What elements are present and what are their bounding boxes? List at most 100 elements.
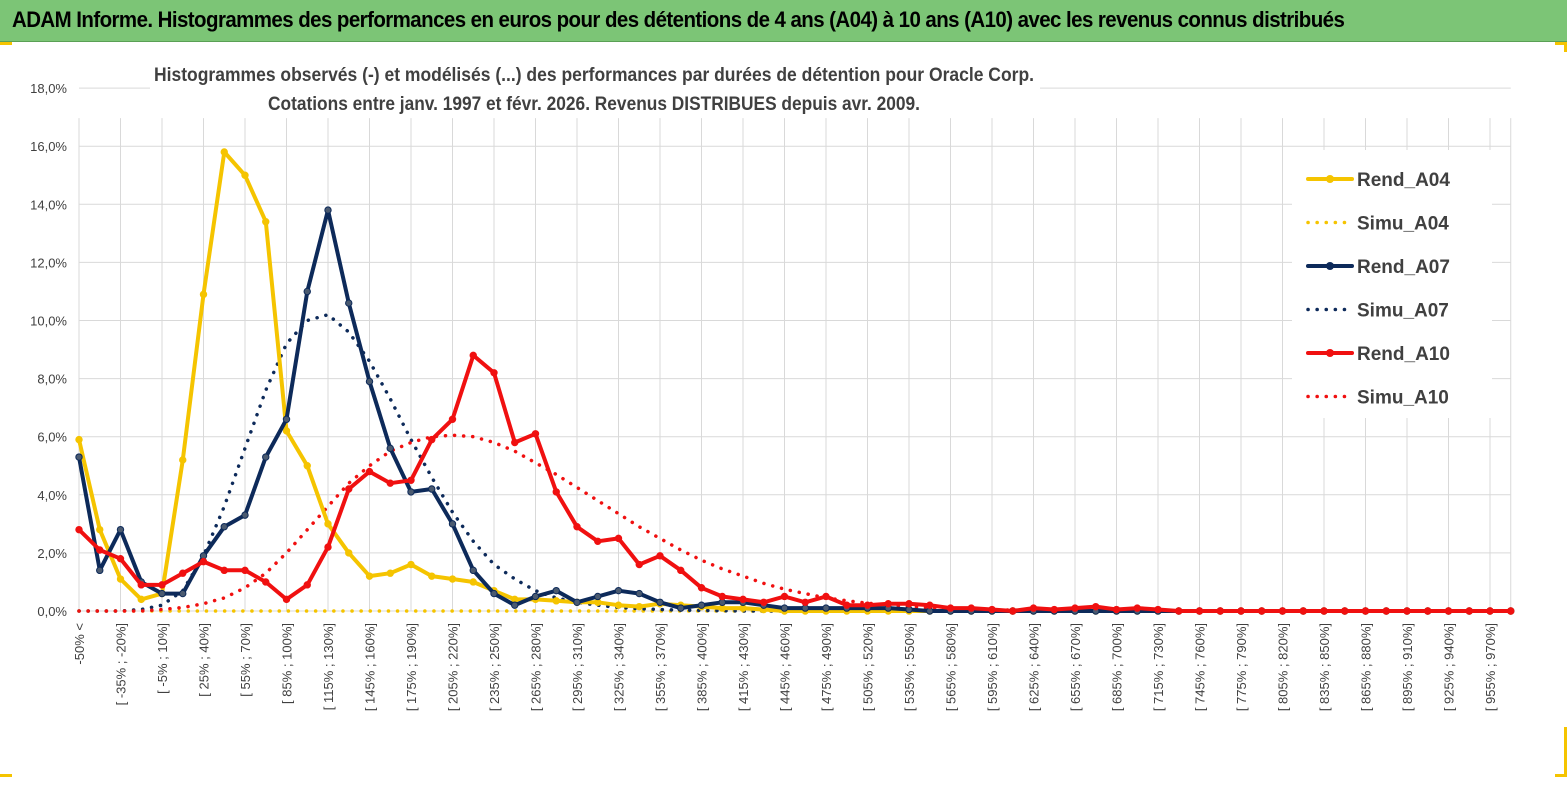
data-point-rend_a10 — [1154, 605, 1162, 614]
data-point-rend_a10 — [905, 600, 913, 608]
y-tick-label: 6,0% — [37, 430, 67, 445]
y-tick-label: 4,0% — [37, 488, 67, 503]
data-point-rend_a07 — [407, 488, 415, 496]
data-point-rend_a10 — [760, 598, 768, 606]
data-point-rend_a07 — [573, 598, 581, 606]
data-point-rend_a07 — [490, 589, 498, 598]
data-point-rend_a10 — [946, 604, 955, 612]
histogram-chart: 0,0% 2,0% 4,0% 6,0% 8,0% 10,0% 12,0% 14,0% 16,0%… — [30, 60, 1515, 711]
data-point-rend_a10 — [241, 566, 249, 575]
data-point-rend_a04 — [614, 601, 623, 609]
x-tick-label: [ 445% ; 460%] — [778, 623, 793, 711]
x-tick-label: [ 715% ; 730%] — [1151, 623, 1166, 711]
data-point-rend_a10 — [179, 569, 187, 577]
corner-accent-bottom-left — [0, 774, 12, 777]
data-point-rend_a10 — [1465, 607, 1473, 615]
data-point-rend_a10 — [1361, 607, 1370, 615]
data-point-rend_a07 — [635, 589, 643, 598]
y-tick-label: 18,0% — [30, 81, 67, 96]
data-point-rend_a07 — [511, 601, 519, 609]
data-point-rend_a10 — [1092, 602, 1100, 611]
data-point-rend_a07 — [324, 206, 332, 214]
data-point-rend_a10 — [490, 369, 498, 377]
data-point-rend_a04 — [303, 462, 311, 470]
data-point-rend_a10 — [1112, 605, 1121, 614]
data-point-rend_a10 — [863, 601, 872, 609]
legend-label-simu_a07: Simu_A07 — [1357, 301, 1449, 322]
x-tick-label: [ 205% ; 220%] — [446, 623, 461, 711]
legend-backdrop — [1292, 150, 1492, 418]
data-point-rend_a07 — [96, 566, 104, 575]
legend-marker-rend_a04 — [1326, 175, 1334, 183]
data-point-rend_a10 — [75, 525, 83, 534]
corner-accent-side-right — [1564, 42, 1567, 52]
data-point-rend_a10 — [1299, 607, 1307, 615]
data-point-rend_a04 — [241, 171, 249, 179]
data-point-rend_a10 — [780, 592, 789, 601]
x-tick-label: [ 565% ; 580%] — [944, 623, 959, 711]
data-point-rend_a10 — [1216, 607, 1224, 615]
x-tick-label: [ 655% ; 670%] — [1068, 623, 1083, 711]
data-point-rend_a10 — [1133, 604, 1141, 612]
corner-accent-bottom-right-side — [1564, 727, 1567, 777]
y-axis: 0,0% 2,0% 4,0% 6,0% 8,0% 10,0% 12,0% 14,0% 16,0%… — [30, 81, 67, 619]
data-point-rend_a10 — [1382, 607, 1390, 615]
data-point-rend_a10 — [1050, 605, 1058, 614]
x-tick-label: [ 85% ; 100%] — [280, 623, 295, 704]
x-tick-label: [ 865% ; 880%] — [1359, 623, 1374, 711]
data-point-rend_a10 — [1029, 604, 1038, 612]
data-point-rend_a10 — [1009, 607, 1017, 615]
x-tick-label: [ 145% ; 160%] — [363, 623, 378, 711]
data-point-rend_a04 — [407, 560, 415, 569]
x-tick-label: [ 685% ; 700%] — [1110, 623, 1125, 711]
data-point-rend_a07 — [303, 287, 311, 296]
x-tick-label: [ 415% ; 430%] — [736, 623, 751, 711]
data-point-rend_a10 — [552, 488, 560, 496]
x-tick-label: [ 385% ; 400%] — [695, 623, 710, 711]
x-tick-label: [ 175% ; 190%] — [404, 623, 419, 711]
data-point-rend_a07 — [179, 589, 187, 598]
corner-accent-top-right — [1555, 42, 1567, 45]
data-point-rend_a04 — [116, 575, 125, 583]
y-tick-label: 0,0% — [37, 604, 67, 619]
data-point-rend_a10 — [220, 566, 228, 575]
x-tick-label: [ 325% ; 340%] — [612, 623, 627, 711]
data-point-rend_a10 — [1341, 607, 1349, 615]
data-point-rend_a04 — [96, 525, 104, 534]
y-tick-label: 12,0% — [30, 255, 67, 270]
series-line-simu_a10 — [77, 433, 1513, 613]
data-point-rend_a10 — [428, 435, 436, 444]
data-point-rend_a10 — [677, 566, 685, 575]
data-point-rend_a10 — [594, 537, 602, 545]
data-point-rend_a07 — [531, 592, 540, 601]
data-point-rend_a10 — [614, 534, 623, 543]
y-tick-label: 14,0% — [30, 197, 67, 212]
data-point-rend_a10 — [96, 546, 104, 554]
data-point-rend_a07 — [552, 586, 560, 595]
data-point-rend_a10 — [635, 560, 643, 569]
data-point-rend_a10 — [1507, 607, 1515, 615]
data-point-rend_a10 — [469, 351, 477, 360]
data-point-rend_a07 — [386, 444, 394, 453]
data-point-rend_a10 — [1237, 607, 1245, 615]
data-point-rend_a10 — [345, 485, 353, 493]
series-line-rend_a10 — [77, 353, 1513, 613]
data-point-rend_a10 — [884, 600, 892, 608]
x-tick-label: [ 475% ; 490%] — [819, 623, 834, 711]
legend-label-simu_a04: Simu_A04 — [1357, 214, 1449, 235]
data-point-rend_a10 — [1258, 607, 1266, 615]
legend-label-rend_a04: Rend_A04 — [1357, 170, 1450, 191]
data-point-rend_a10 — [656, 552, 664, 560]
data-point-rend_a10 — [262, 578, 270, 586]
data-point-rend_a10 — [448, 415, 457, 423]
data-point-rend_a10 — [365, 467, 374, 476]
data-point-rend_a10 — [511, 438, 519, 447]
data-point-rend_a10 — [158, 581, 166, 589]
x-tick-label: [ 625% ; 640%] — [1027, 623, 1042, 711]
data-point-rend_a10 — [324, 543, 332, 551]
data-point-rend_a04 — [448, 575, 457, 583]
data-point-rend_a04 — [220, 148, 228, 156]
data-point-rend_a10 — [1320, 607, 1328, 615]
x-tick-label: -50% < — [72, 623, 87, 665]
x-tick-label: [ 265% ; 280%] — [529, 623, 544, 711]
